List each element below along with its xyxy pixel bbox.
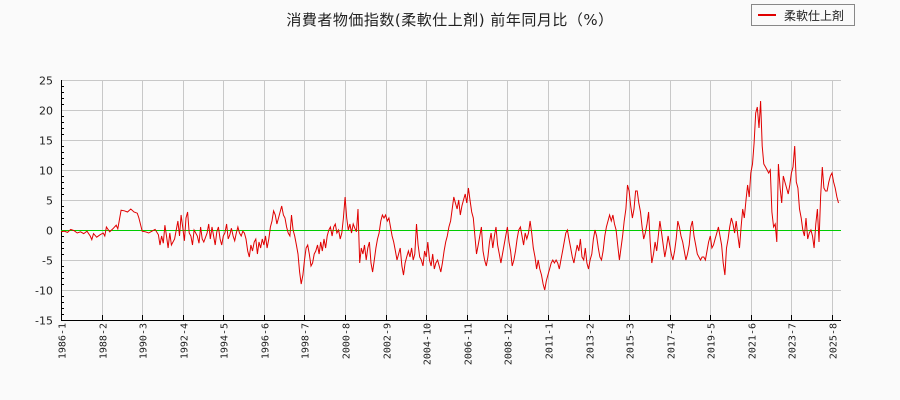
grid-lines [61, 80, 841, 321]
y-tick-label: 25 [39, 75, 53, 88]
x-tick-label: 2006-11 [464, 323, 475, 365]
x-tick-label: 1990-3 [139, 323, 150, 359]
legend: 柔軟仕上剤 [751, 4, 855, 26]
x-tick-label: 2015-3 [626, 323, 637, 359]
x-tick-label: 1988-2 [99, 323, 110, 359]
x-tick-label: 1996-6 [261, 323, 272, 359]
x-tick-label: 2011-1 [545, 323, 556, 359]
y-tick-label: 0 [46, 225, 53, 238]
x-tick-label: 1992-4 [180, 323, 191, 359]
x-tick-label: 2002-9 [383, 323, 394, 359]
x-tick-label: 2008-12 [504, 323, 515, 365]
y-tick-label: 5 [46, 195, 53, 208]
y-tick-label: -10 [35, 285, 53, 298]
x-axis: 1986-1 1988-2 1990-3 1992-4 1994-5 1996-6 1998… [58, 315, 841, 365]
legend-label: 柔軟仕上剤 [784, 8, 845, 23]
x-tick-label: 2021-6 [748, 323, 759, 359]
series-line-柔軟仕上剤 [60, 100, 839, 291]
x-tick-label: 2025-8 [829, 323, 840, 359]
x-tick-label: 1986-1 [58, 323, 69, 359]
x-tick-label: 1994-5 [220, 323, 231, 359]
y-tick-label: 10 [39, 165, 53, 178]
y-axis: 25 20 15 10 5 0 -5 -10 -15 [35, 75, 64, 328]
y-tick-label: 20 [39, 105, 53, 118]
x-tick-label: 1998-7 [301, 323, 312, 359]
chart-title: 消費者物価指数(柔軟仕上剤) 前年同月比（%） [286, 11, 614, 29]
x-tick-label: 2019-5 [707, 323, 718, 359]
x-tick-label: 2004-10 [423, 323, 434, 365]
legend-line-swatch [758, 14, 776, 16]
x-tick-label: 2017-4 [667, 323, 678, 359]
y-tick-label: -15 [35, 315, 53, 328]
x-tick-label: 2000-8 [342, 323, 353, 359]
x-tick-label: 2023-7 [788, 323, 799, 359]
x-tick-label: 2013-2 [586, 323, 597, 359]
y-tick-label: 15 [39, 135, 53, 148]
y-tick-label: -5 [42, 255, 53, 268]
